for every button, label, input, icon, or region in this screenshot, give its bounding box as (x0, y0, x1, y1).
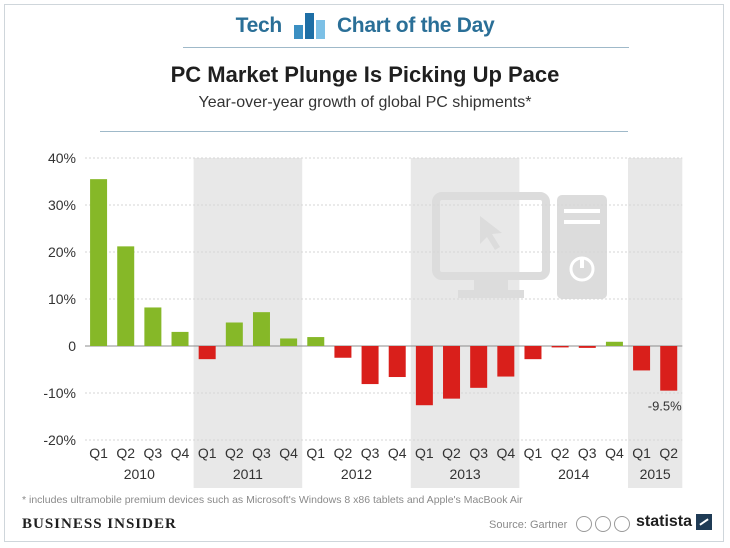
y-tick-label: 10% (48, 291, 76, 307)
title-divider (100, 131, 628, 132)
no-derivatives-icon (614, 516, 630, 532)
y-tick-label: 0 (68, 338, 76, 354)
year-label-2015: 2015 (640, 466, 671, 482)
x-tick-label: Q4 (496, 445, 515, 461)
bar-19 (578, 346, 596, 348)
header-divider (183, 47, 629, 48)
statista-mark-icon (696, 514, 713, 530)
bar-22 (660, 346, 678, 391)
chart-logo-icon (293, 13, 327, 39)
x-tick-label: Q3 (252, 445, 271, 461)
creative-commons-icons (576, 516, 633, 532)
bar-10 (334, 346, 352, 358)
year-label-2011: 2011 (233, 466, 263, 482)
chart-subtitle: Year-over-year growth of global PC shipm… (198, 94, 532, 111)
x-tick-label: Q1 (306, 445, 325, 461)
bar-21 (633, 346, 651, 371)
x-tick-label: Q2 (551, 445, 570, 461)
bar-17 (524, 346, 542, 360)
power-line-icon (580, 258, 584, 268)
y-tick-label: 20% (48, 244, 76, 260)
publisher-logo: BUSINESS INSIDER (22, 516, 177, 532)
bar-9 (307, 337, 325, 346)
x-tick-label: Q4 (279, 445, 298, 461)
bar-1 (90, 179, 108, 346)
x-tick-label: Q4 (171, 445, 190, 461)
bar-16 (497, 346, 515, 377)
y-tick-label: 30% (48, 197, 76, 213)
bar-4 (171, 331, 189, 346)
bar-15 (470, 346, 488, 388)
year-label-2010: 2010 (124, 466, 155, 482)
x-tick-label: Q2 (225, 445, 244, 461)
x-tick-label: Q2 (442, 445, 461, 461)
cc-icon (576, 516, 592, 532)
cursor-icon (480, 216, 502, 250)
bar-11 (361, 346, 379, 385)
x-tick-label: Q3 (578, 445, 597, 461)
monitor-stand-icon (474, 280, 508, 292)
x-tick-label: Q3 (144, 445, 163, 461)
monitor-base-icon (458, 290, 524, 298)
year-label-2012: 2012 (341, 466, 372, 482)
year-band-2013 (410, 158, 520, 488)
bar-13 (415, 346, 433, 406)
monitor-icon (432, 192, 550, 280)
attribution-icon (595, 516, 611, 532)
x-tick-label: Q1 (89, 445, 108, 461)
tower-slot-icon (564, 209, 600, 213)
year-label-2014: 2014 (558, 466, 589, 482)
chart-frame (4, 4, 724, 542)
bar-6 (225, 322, 243, 346)
bar-3 (144, 307, 162, 346)
source-label: Source: Gartner (489, 519, 568, 531)
bar-5 (198, 346, 216, 360)
bar-7 (252, 312, 270, 346)
bar-12 (388, 346, 406, 378)
x-tick-label: Q1 (632, 445, 651, 461)
header-tech-label: Tech (235, 14, 283, 37)
bar-2 (117, 246, 135, 346)
y-tick-label: -10% (43, 385, 76, 401)
bar-18 (551, 346, 569, 348)
y-tick-label: 40% (48, 150, 76, 166)
x-tick-label: Q2 (334, 445, 353, 461)
data-label-last: -9.5% (648, 399, 682, 414)
year-band-2011 (193, 158, 303, 488)
header: Tech Chart of the Day (0, 8, 730, 44)
year-band-2015 (628, 158, 683, 488)
year-label-2013: 2013 (450, 466, 481, 482)
tower-slot-icon (564, 220, 600, 224)
x-tick-label: Q4 (388, 445, 407, 461)
x-tick-label: Q2 (116, 445, 135, 461)
x-tick-label: Q4 (605, 445, 624, 461)
chart-title: PC Market Plunge Is Picking Up Pace (170, 62, 560, 87)
x-tick-label: Q3 (361, 445, 380, 461)
bar-14 (443, 346, 461, 399)
x-tick-label: Q2 (659, 445, 678, 461)
statista-label: statista (636, 513, 693, 530)
x-tick-label: Q1 (198, 445, 217, 461)
x-tick-label: Q3 (469, 445, 488, 461)
statista-logo: statista (636, 513, 713, 531)
footnote: * includes ultramobile premium devices s… (22, 494, 523, 506)
x-tick-label: Q1 (415, 445, 434, 461)
bar-8 (280, 338, 298, 346)
x-tick-label: Q1 (524, 445, 543, 461)
y-tick-label: -20% (43, 432, 76, 448)
header-chart-of-the-day-label: Chart of the Day (336, 14, 495, 37)
bar-20 (605, 341, 623, 346)
